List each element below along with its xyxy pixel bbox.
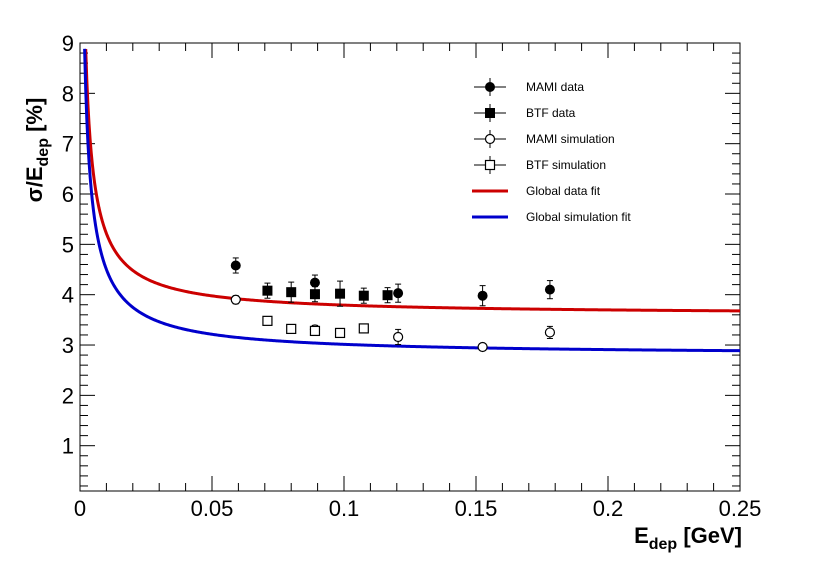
y-tick-label: 4 (62, 283, 74, 308)
mami-data-point (393, 288, 404, 299)
y-tick-label: 7 (62, 132, 74, 157)
legend-marker (485, 82, 495, 92)
btf-data-point (335, 288, 346, 299)
btf-simulation-point (309, 325, 321, 337)
legend-label: BTF data (526, 106, 576, 120)
fit-curve-global-data-fit (84, 49, 741, 313)
x-tick-label: 0.25 (719, 496, 762, 521)
mami-simulation-point (544, 327, 556, 338)
legend-marker (485, 108, 495, 118)
fit-curve-global-simulation-fit (83, 48, 741, 353)
x-tick-label: 0.05 (191, 496, 234, 521)
y-tick-label: 2 (62, 383, 74, 408)
y-axis-title-unit: [%] (22, 98, 47, 138)
legend-marker (484, 159, 496, 171)
legend-label: Global data fit (526, 184, 601, 198)
y-axis-title-main: σ/E (22, 166, 47, 202)
x-tick-label: 0 (74, 496, 86, 521)
mami-simulation-point (393, 331, 404, 343)
x-axis-title-unit: [GeV] (677, 523, 742, 548)
mami-data-point (230, 260, 241, 271)
x-tick-label: 0.15 (455, 496, 498, 521)
y-axis-title-sub: dep (35, 138, 52, 167)
y-tick-label: 6 (62, 182, 74, 207)
y-tick-label: 8 (62, 81, 74, 106)
y-tick-label: 5 (62, 232, 74, 257)
mami-simulation-point (230, 294, 241, 305)
legend-label: MAMI data (526, 80, 584, 94)
mami-simulation-point (477, 341, 488, 353)
x-axis-title-main: E (634, 523, 649, 548)
x-tick-label: 0.2 (593, 496, 624, 521)
y-tick-label: 3 (62, 333, 74, 358)
y-axis-title: σ/Edep [%] (22, 98, 52, 203)
btf-data-point (358, 290, 369, 301)
legend-marker (484, 133, 496, 145)
x-axis-title-sub: dep (649, 536, 678, 553)
mami-data-point (544, 284, 555, 295)
legend-label: MAMI simulation (526, 132, 615, 146)
y-tick-label: 1 (62, 434, 74, 459)
btf-simulation-point (286, 323, 297, 335)
x-axis-title: Edep [GeV] (634, 523, 742, 553)
legend-label: Global simulation fit (526, 210, 631, 224)
btf-data-point (309, 289, 320, 300)
btf-simulation-point (334, 327, 346, 339)
x-tick-label: 0.1 (329, 496, 360, 521)
plot-frame (79, 42, 741, 492)
btf-data-point (286, 287, 297, 298)
btf-data-point (262, 285, 273, 296)
y-tick-label: 9 (62, 31, 74, 56)
mami-data-point (477, 290, 488, 301)
btf-simulation-point (358, 323, 369, 334)
legend-label: BTF simulation (526, 158, 606, 172)
mami-data-point (309, 277, 320, 288)
btf-data-point (382, 290, 393, 301)
btf-simulation-point (262, 315, 273, 326)
